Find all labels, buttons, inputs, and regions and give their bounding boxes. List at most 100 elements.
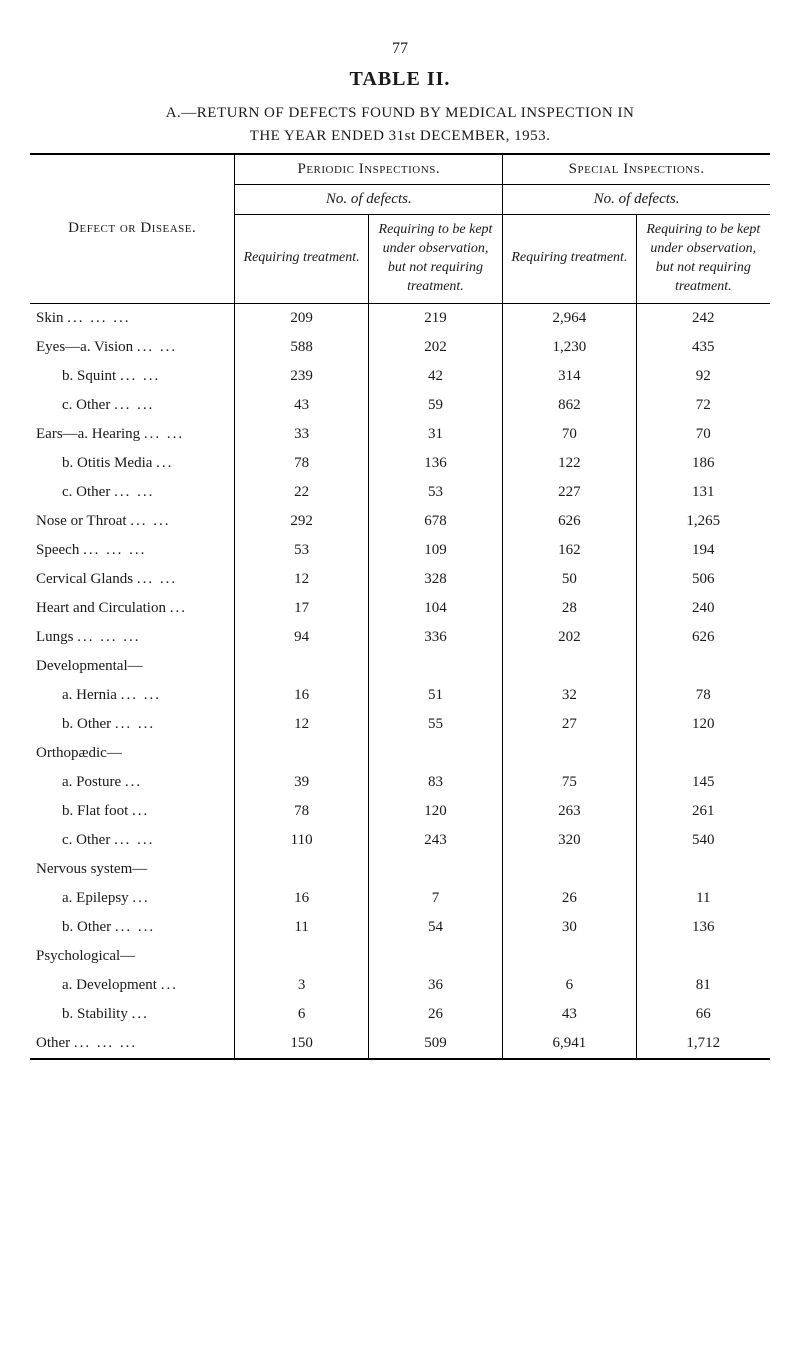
- row-label: a. Hernia ... ...: [30, 681, 235, 710]
- data-cell: 862: [503, 391, 636, 420]
- data-cell: 209: [235, 303, 368, 333]
- data-cell: 50: [503, 565, 636, 594]
- data-cell: 70: [503, 420, 636, 449]
- row-label: Ears—a. Hearing ... ...: [30, 420, 235, 449]
- row-label: b. Flat foot ...: [30, 797, 235, 826]
- table-row: Other ... ... ...1505096,9411,712: [30, 1029, 770, 1059]
- data-cell: 43: [503, 1000, 636, 1029]
- empty-cell: [636, 739, 770, 768]
- table-row: b. Squint ... ...2394231492: [30, 362, 770, 391]
- data-cell: 150: [235, 1029, 368, 1059]
- data-cell: 263: [503, 797, 636, 826]
- data-cell: 202: [503, 623, 636, 652]
- table-row: b. Otitis Media ...78136122186: [30, 449, 770, 478]
- table-row: c. Other ... ...110243320540: [30, 826, 770, 855]
- data-cell: 328: [368, 565, 502, 594]
- row-label: b. Squint ... ...: [30, 362, 235, 391]
- empty-cell: [368, 855, 502, 884]
- col-special-obs: Requiring to be kept under observation, …: [636, 215, 770, 304]
- section-label: Orthopædic—: [30, 739, 235, 768]
- data-cell: 227: [503, 478, 636, 507]
- empty-cell: [235, 942, 368, 971]
- row-label: Cervical Glands ... ...: [30, 565, 235, 594]
- empty-cell: [503, 942, 636, 971]
- col-header-periodic: Periodic Inspections.: [235, 154, 503, 185]
- data-cell: 81: [636, 971, 770, 1000]
- table-row: c. Other ... ...2253227131: [30, 478, 770, 507]
- data-cell: 588: [235, 333, 368, 362]
- data-cell: 22: [235, 478, 368, 507]
- data-cell: 36: [368, 971, 502, 1000]
- data-cell: 540: [636, 826, 770, 855]
- data-cell: 202: [368, 333, 502, 362]
- table-row: Speech ... ... ...53109162194: [30, 536, 770, 565]
- data-cell: 12: [235, 565, 368, 594]
- section-label: Psychological—: [30, 942, 235, 971]
- table-row: c. Other ... ...435986272: [30, 391, 770, 420]
- data-cell: 12: [235, 710, 368, 739]
- data-cell: 120: [636, 710, 770, 739]
- data-cell: 3: [235, 971, 368, 1000]
- data-cell: 32: [503, 681, 636, 710]
- col-periodic-obs: Requiring to be kept under observation, …: [368, 215, 502, 304]
- row-label: Other ... ... ...: [30, 1029, 235, 1059]
- table-title: TABLE II.: [30, 68, 770, 91]
- data-cell: 78: [235, 449, 368, 478]
- data-cell: 2,964: [503, 303, 636, 333]
- row-label: b. Other ... ...: [30, 913, 235, 942]
- table-row: Psychological—: [30, 942, 770, 971]
- row-label: a. Development ...: [30, 971, 235, 1000]
- data-cell: 136: [636, 913, 770, 942]
- table-row: Skin ... ... ...2092192,964242: [30, 303, 770, 333]
- table-row: a. Development ...336681: [30, 971, 770, 1000]
- empty-cell: [636, 942, 770, 971]
- data-cell: 240: [636, 594, 770, 623]
- data-cell: 219: [368, 303, 502, 333]
- row-label: a. Posture ...: [30, 768, 235, 797]
- table-row: Eyes—a. Vision ... ...5882021,230435: [30, 333, 770, 362]
- row-label: c. Other ... ...: [30, 391, 235, 420]
- table-row: a. Hernia ... ...16513278: [30, 681, 770, 710]
- data-cell: 320: [503, 826, 636, 855]
- data-cell: 30: [503, 913, 636, 942]
- data-cell: 336: [368, 623, 502, 652]
- data-cell: 51: [368, 681, 502, 710]
- table-row: Lungs ... ... ...94336202626: [30, 623, 770, 652]
- data-cell: 243: [368, 826, 502, 855]
- data-cell: 678: [368, 507, 502, 536]
- data-cell: 11: [235, 913, 368, 942]
- data-cell: 162: [503, 536, 636, 565]
- data-cell: 83: [368, 768, 502, 797]
- data-cell: 506: [636, 565, 770, 594]
- data-cell: 110: [235, 826, 368, 855]
- empty-cell: [235, 855, 368, 884]
- data-cell: 26: [503, 884, 636, 913]
- data-cell: 17: [235, 594, 368, 623]
- row-label: b. Stability ...: [30, 1000, 235, 1029]
- data-cell: 242: [636, 303, 770, 333]
- data-cell: 33: [235, 420, 368, 449]
- data-cell: 39: [235, 768, 368, 797]
- row-label: b. Otitis Media ...: [30, 449, 235, 478]
- empty-cell: [235, 652, 368, 681]
- table-row: Developmental—: [30, 652, 770, 681]
- table-row: b. Flat foot ...78120263261: [30, 797, 770, 826]
- data-cell: 122: [503, 449, 636, 478]
- data-cell: 72: [636, 391, 770, 420]
- data-cell: 6,941: [503, 1029, 636, 1059]
- data-cell: 145: [636, 768, 770, 797]
- table-row: a. Posture ...398375145: [30, 768, 770, 797]
- data-cell: 43: [235, 391, 368, 420]
- empty-cell: [503, 739, 636, 768]
- col-special-req: Requiring treatment.: [503, 215, 636, 304]
- data-cell: 314: [503, 362, 636, 391]
- row-label: Nose or Throat ... ...: [30, 507, 235, 536]
- data-cell: 6: [503, 971, 636, 1000]
- row-label: Skin ... ... ...: [30, 303, 235, 333]
- title-line-1: A.—RETURN OF DEFECTS FOUND BY MEDICAL IN…: [30, 105, 770, 122]
- data-cell: 626: [503, 507, 636, 536]
- row-label: c. Other ... ...: [30, 478, 235, 507]
- table-row: Ears—a. Hearing ... ...33317070: [30, 420, 770, 449]
- data-cell: 6: [235, 1000, 368, 1029]
- empty-cell: [636, 652, 770, 681]
